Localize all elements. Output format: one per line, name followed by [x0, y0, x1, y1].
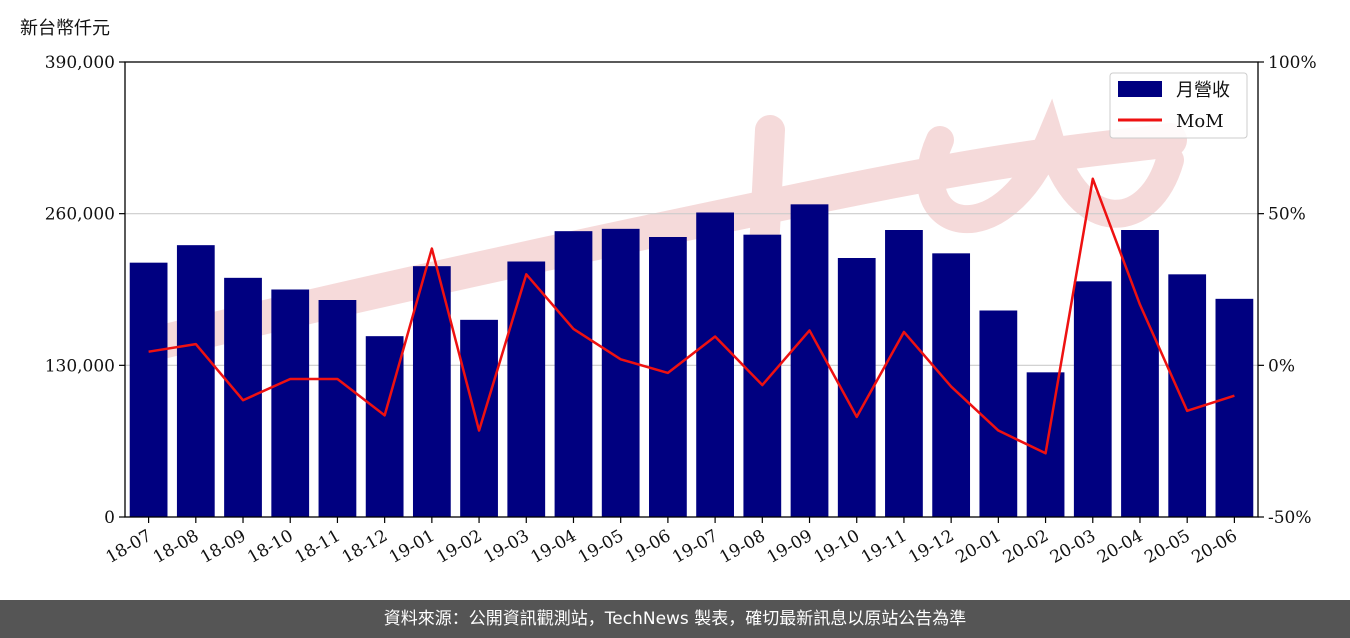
- x-tick-label: 18-12: [339, 526, 391, 568]
- bar: [601, 228, 640, 518]
- left-tick-label: 130,000: [45, 356, 115, 376]
- x-tick-label: 20-03: [1047, 526, 1099, 568]
- bar: [979, 310, 1018, 517]
- x-tick-label: 19-12: [905, 526, 957, 568]
- x-tick-label: 19-03: [480, 526, 532, 568]
- bar: [1215, 298, 1254, 517]
- x-tick-label: 19-11: [858, 526, 910, 568]
- bar: [460, 319, 498, 517]
- bar: [507, 261, 546, 517]
- legend-swatch-bar: [1118, 81, 1162, 97]
- x-tick-label: 18-08: [150, 526, 202, 568]
- bar: [365, 336, 404, 517]
- right-tick-label: 0%: [1268, 356, 1295, 376]
- bar: [649, 237, 687, 517]
- x-tick-label: 20-05: [1141, 526, 1193, 568]
- x-tick-label: 19-10: [811, 526, 863, 568]
- mom-line: [148, 177, 1235, 455]
- x-tick-label: 18-09: [197, 526, 249, 568]
- x-tick-label: 19-07: [669, 526, 721, 568]
- bar: [554, 231, 593, 517]
- left-tick-label: 0: [104, 508, 115, 528]
- plot-frame: [124, 61, 1259, 518]
- bar: [885, 230, 923, 517]
- x-tick-label: 20-02: [1000, 526, 1052, 568]
- bar: [412, 266, 451, 517]
- bar: [129, 262, 168, 517]
- bar: [176, 245, 215, 517]
- bar: [743, 234, 782, 517]
- x-tick-label: 19-04: [528, 526, 580, 568]
- x-tick-label: 19-08: [716, 526, 768, 568]
- right-tick-label: 100%: [1268, 53, 1317, 73]
- chart: 0 130,000 260,000 390,000 -50% 0% 50% 100% 18-07…: [45, 53, 1317, 568]
- x-tick-label: 19-02: [433, 526, 485, 568]
- legend: 月營收 MoM: [1109, 72, 1248, 139]
- bar: [1073, 281, 1112, 517]
- bar: [790, 204, 829, 518]
- bar: [696, 212, 734, 517]
- left-tick-label: 260,000: [45, 205, 115, 225]
- x-tick-label: 19-05: [575, 526, 627, 568]
- x-tick-label: 19-01: [386, 526, 438, 568]
- bar: [1121, 230, 1159, 517]
- legend-label-revenue: 月營收: [1176, 80, 1230, 101]
- x-tick-label: 20-04: [1094, 526, 1146, 568]
- x-tick-label: 19-06: [622, 526, 674, 568]
- bar: [1026, 372, 1065, 517]
- x-tick-label: 18-11: [291, 526, 343, 568]
- x-tick-label: 18-10: [244, 526, 296, 568]
- bar: [224, 277, 262, 517]
- bar: [837, 258, 876, 517]
- x-tick-label: 19-09: [764, 526, 816, 568]
- legend-label-mom: MoM: [1176, 111, 1224, 132]
- left-tick-label: 390,000: [45, 53, 115, 73]
- bar: [318, 300, 357, 517]
- y-axis-unit-label: 新台幣仟元: [20, 18, 110, 39]
- x-tick-label: 18-07: [103, 526, 155, 568]
- right-tick-label: -50%: [1268, 508, 1312, 528]
- source-footer: 資料來源：公開資訊觀測站，TechNews 製表，確切最新訊息以原站公告為準: [0, 600, 1350, 638]
- bar: [1168, 274, 1207, 517]
- x-tick-label: 20-01: [952, 526, 1004, 568]
- x-tick-label: 20-06: [1188, 526, 1240, 568]
- right-tick-label: 50%: [1268, 205, 1306, 225]
- bar: [271, 289, 310, 517]
